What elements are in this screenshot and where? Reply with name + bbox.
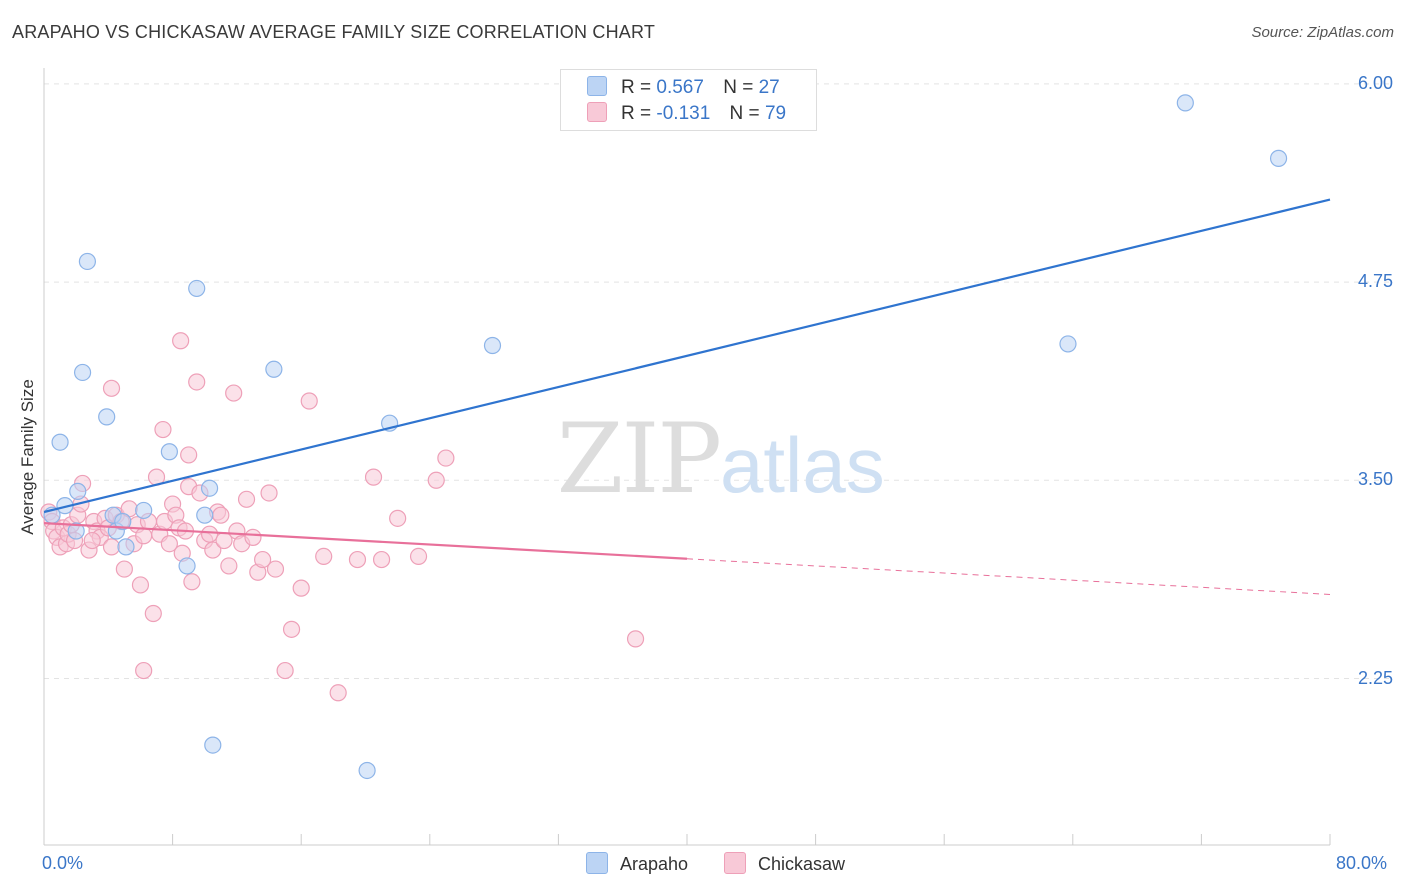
chickasaw-point	[220, 557, 238, 575]
arapaho-r-value: 0.567	[656, 77, 704, 98]
chickasaw-point	[626, 630, 645, 648]
data-points	[40, 94, 1288, 780]
chickasaw-r-value: -0.131	[656, 103, 711, 124]
chickasaw-point	[276, 661, 294, 680]
chickasaw-point	[372, 550, 391, 569]
arapaho-swatch	[587, 76, 607, 96]
arapaho-point	[200, 479, 219, 497]
chickasaw-point	[225, 384, 243, 402]
chickasaw-point	[83, 531, 101, 550]
arapaho-point	[1059, 335, 1077, 353]
arapaho-n-value: 27	[758, 77, 780, 98]
arapaho-point	[265, 360, 283, 378]
arapaho-point	[358, 761, 376, 780]
legend-chickasaw-swatch	[724, 852, 746, 874]
chickasaw-point	[237, 490, 256, 508]
chickasaw-trend-line	[43, 522, 688, 560]
chart-source: Source: ZipAtlas.com	[1251, 24, 1394, 41]
arapaho-point	[160, 443, 178, 461]
chart-title: ARAPAHO VS CHICKASAW AVERAGE FAMILY SIZE…	[12, 22, 656, 42]
y-axis-label: Average Family Size	[18, 379, 37, 535]
chickasaw-point	[154, 420, 172, 439]
stats-row-chickasaw: R = -0.131 N = 79	[587, 102, 786, 126]
chickasaw-point	[188, 373, 206, 391]
y-tick-label: 3.50	[1357, 469, 1393, 490]
chickasaw-point	[437, 449, 455, 467]
x-tick-label-min: 0.0%	[42, 853, 84, 873]
arapaho-point	[51, 433, 69, 451]
chickasaw-point	[102, 538, 121, 556]
watermark-atlas: atlas	[720, 421, 885, 509]
chickasaw-swatch	[587, 102, 607, 122]
chickasaw-point	[315, 547, 333, 566]
arapaho-point	[1269, 149, 1288, 167]
grid-lines	[44, 83, 1394, 679]
arapaho-point	[67, 522, 85, 540]
chickasaw-point	[300, 392, 318, 410]
chickasaw-point	[266, 560, 285, 578]
stats-row-arapaho: R = 0.567 N = 27	[587, 76, 780, 100]
y-tick-label: 6.00	[1357, 72, 1393, 93]
arapaho-trend-line	[43, 198, 1331, 514]
arapaho-point	[69, 482, 87, 500]
chickasaw-point	[409, 547, 428, 566]
arapaho-point	[483, 336, 502, 355]
arapaho-point	[1176, 94, 1194, 112]
legend-item-chickasaw: Chickasaw	[724, 852, 845, 875]
arapaho-point	[188, 279, 206, 298]
chickasaw-point	[254, 550, 272, 569]
chickasaw-point	[102, 379, 121, 397]
chickasaw-point	[135, 661, 153, 680]
arapaho-point	[135, 501, 153, 520]
chickasaw-point	[292, 579, 310, 597]
arapaho-point	[98, 408, 116, 426]
chickasaw-point	[204, 541, 222, 559]
arapaho-point	[204, 736, 222, 754]
legend-item-arapaho: Arapaho	[586, 852, 688, 875]
arapaho-point	[117, 538, 135, 556]
arapaho-point	[78, 252, 97, 271]
watermark-zip: ZIP	[557, 403, 720, 515]
chickasaw-point	[135, 527, 153, 545]
arapaho-point	[178, 557, 196, 575]
chickasaw-point	[260, 484, 278, 502]
chickasaw-point	[160, 535, 178, 553]
chickasaw-point	[115, 560, 133, 578]
chickasaw-point	[172, 332, 190, 350]
chickasaw-point	[244, 528, 262, 546]
chickasaw-point	[389, 509, 407, 527]
axes	[43, 68, 1331, 846]
chickasaw-point	[212, 506, 230, 524]
chickasaw-point	[364, 468, 383, 486]
chickasaw-point	[329, 684, 347, 702]
legend-arapaho-swatch	[586, 852, 608, 874]
trend-lines	[43, 198, 1331, 595]
chickasaw-point	[200, 525, 219, 543]
y-tick-label: 4.75	[1357, 271, 1393, 292]
chickasaw-point	[131, 576, 150, 594]
x-tick-label-max: 80.0%	[1336, 853, 1388, 873]
chickasaw-point	[144, 604, 162, 623]
chickasaw-point	[348, 550, 367, 569]
chickasaw-point	[427, 471, 445, 489]
stats-legend: R = 0.567 N = 27 R = -0.131 N = 79	[560, 69, 817, 131]
chickasaw-n-value: 79	[764, 103, 787, 124]
arapaho-point	[114, 512, 132, 531]
chickasaw-point	[180, 446, 198, 464]
y-tick-label: 2.25	[1357, 667, 1393, 688]
arapaho-point	[196, 506, 214, 524]
chickasaw-point	[282, 620, 301, 638]
chickasaw-trend-extension	[686, 558, 1331, 595]
chickasaw-point	[183, 573, 201, 591]
arapaho-point	[73, 363, 92, 382]
